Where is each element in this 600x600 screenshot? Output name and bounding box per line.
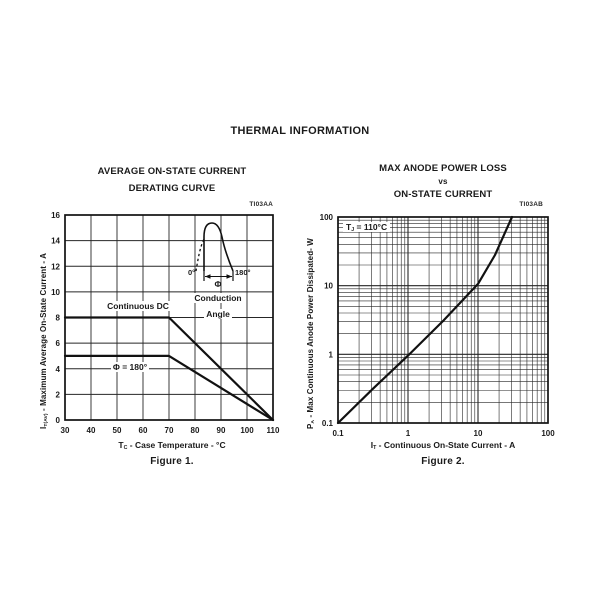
figure1-caption: Figure 1. [150,456,194,467]
figure2-title-vs: vs [438,177,448,186]
svg-text:4: 4 [56,365,61,374]
fig2-y-tick-labels: 0.1 1 10 100 [320,213,334,428]
svg-text:40: 40 [87,426,96,435]
page-title: THERMAL INFORMATION [230,125,370,137]
inset-phi-symbol: Φ [214,279,222,289]
figure2-yaxis-title: PA - Max Continuous Anode Power Dissipat… [306,238,317,429]
svg-text:100: 100 [320,213,334,222]
figure2-xaxis-title: IT - Continuous On-State Current - A [370,440,516,452]
figure1-xaxis-title: TC - Case Temperature - °C [118,440,226,452]
fig1-curve-0 [63,316,275,422]
figure2-title: MAX ANODE POWER LOSS vs ON-STATE CURRENT [308,162,578,201]
svg-text:2: 2 [56,390,61,399]
inset-angle-label: Angle [204,309,232,319]
svg-text:80: 80 [191,426,200,435]
inset-0deg-label: 0° [188,268,196,277]
svg-text:14: 14 [51,237,60,246]
fig1-plot-frame [64,214,274,421]
svg-text:0.1: 0.1 [332,429,344,438]
inset-arrow-right [226,274,232,279]
fig2-x-tick-labels: 0.1 1 10 100 [332,429,555,438]
svg-text:10: 10 [324,282,333,291]
svg-text:12: 12 [51,262,60,271]
inset-180deg-label: 180° [235,268,251,277]
svg-text:60: 60 [139,426,148,435]
svg-text:100: 100 [240,426,254,435]
svg-text:30: 30 [61,426,70,435]
svg-text:1: 1 [406,429,411,438]
inset-arrow-left [205,274,211,279]
figure1-title-line1: AVERAGE ON-STATE CURRENT [97,166,247,177]
svg-text:6: 6 [56,339,61,348]
figure1-derating-chart: 30 40 50 60 70 80 90 100 110 0 2 4 6 8 10 12 14 16 [51,211,280,435]
svg-text:10: 10 [474,429,483,438]
svg-text:0.1: 0.1 [322,419,334,428]
figure1-label-continuous-dc: Continuous DC [105,301,171,311]
svg-text:100: 100 [541,429,555,438]
svg-text:70: 70 [165,426,174,435]
inset-conduction-label: Conduction [192,293,244,303]
figure2-tj-condition: TJ = 110°C [343,222,391,233]
figure2-title-line1: MAX ANODE POWER LOSS [379,163,507,174]
fig1-y-tick-labels: 0 2 4 6 8 10 12 14 16 [51,211,60,425]
figure2-caption: Figure 2. [421,456,465,467]
conduction-angle-inset-drawing [195,222,234,281]
svg-text:1: 1 [329,350,334,359]
figure2-chart-code: TI03AB [519,201,543,208]
inset-pulse-shape [203,222,234,272]
figure2-power-loss-chart: 0.1 1 10 100 0.1 1 10 100 [320,213,556,438]
figure1-label-phi-180: Φ = 180° [110,362,150,372]
svg-text:8: 8 [56,314,61,323]
fig1-x-tick-labels: 30 40 50 60 70 80 90 100 110 [61,426,280,435]
figure1-chart-code: TI03AA [249,201,273,208]
figure1-title-line2: DERATING CURVE [128,183,216,194]
svg-text:90: 90 [217,426,226,435]
fig2-curve-0 [336,215,514,425]
svg-text:10: 10 [51,288,60,297]
svg-text:110: 110 [267,426,280,435]
fig2-plot-frame [337,216,549,424]
inset-dotted-rise [195,238,205,272]
svg-text:0: 0 [56,416,61,425]
svg-text:50: 50 [113,426,122,435]
figure2-title-line2: ON-STATE CURRENT [393,189,493,200]
figure1-yaxis-title: IT(AV) - Maximum Average On-State Curren… [39,252,50,429]
figure1-title: AVERAGE ON-STATE CURRENT DERATING CURVE [52,163,292,197]
fig1-curve-1 [63,354,275,422]
svg-text:16: 16 [51,211,60,220]
